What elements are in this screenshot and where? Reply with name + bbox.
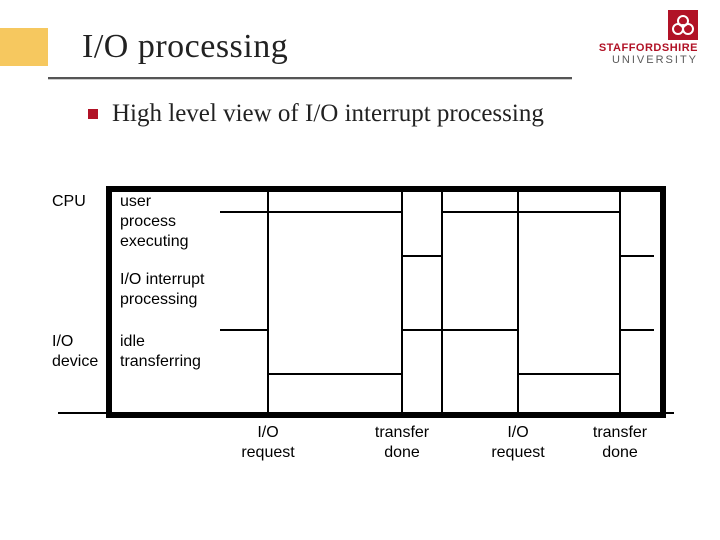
timing-diagram: CPU I/Odevice userprocessexecuting I/O inte… <box>40 168 680 484</box>
biohazard-icon <box>668 10 698 40</box>
diagram-col-label-2: device <box>52 352 98 372</box>
brand-logo: STAFFORDSHIRE UNIVERSITY <box>599 10 698 66</box>
diagram-row-label-2: executing <box>120 232 189 252</box>
diagram-col-label-0: CPU <box>52 192 86 212</box>
diagram-row-label-3: I/O interrupt <box>120 270 204 290</box>
diagram-col-label-1: I/O <box>52 332 73 352</box>
diagram-row-label-6: transferring <box>120 352 201 372</box>
bullet-item: High level view of I/O interrupt process… <box>88 100 544 128</box>
bullet-text: High level view of I/O interrupt process… <box>112 100 544 128</box>
header-accent-block <box>0 28 48 66</box>
bullet-marker <box>88 109 98 119</box>
diagram-x-label-3: transferdone <box>580 423 660 463</box>
diagram-row-label-5: idle <box>120 332 145 352</box>
diagram-row-label-0: user <box>120 192 151 212</box>
header-underline-light <box>48 79 572 80</box>
diagram-row-label-1: process <box>120 212 176 232</box>
brand-name: STAFFORDSHIRE <box>599 42 698 54</box>
diagram-x-label-2: I/Orequest <box>478 423 558 463</box>
diagram-x-label-0: I/Orequest <box>228 423 308 463</box>
page-title: I/O processing <box>82 28 288 66</box>
diagram-row-label-4: processing <box>120 290 197 310</box>
brand-subtitle: UNIVERSITY <box>612 54 698 66</box>
diagram-x-label-1: transferdone <box>362 423 442 463</box>
